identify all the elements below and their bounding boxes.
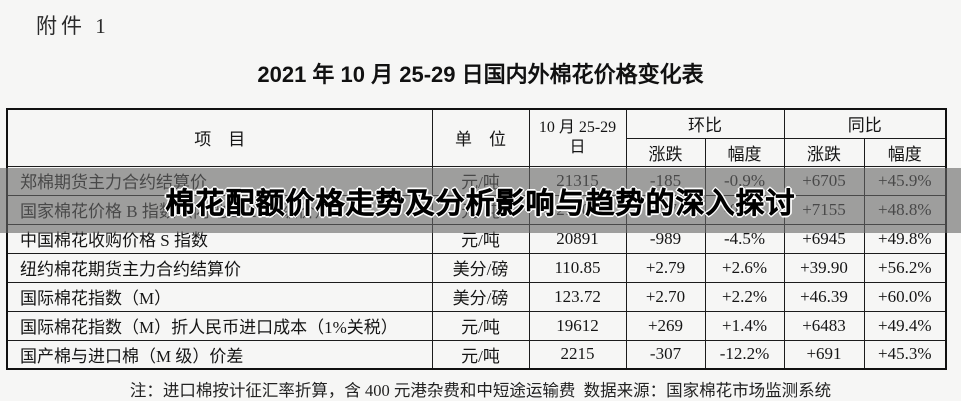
cell-unit: 元/吨: [431, 310, 530, 341]
table-row: 国际棉花指数（M） 美分/磅 123.72 +2.70 +2.2% +46.39…: [6, 281, 947, 312]
table-row: 纽约棉花期货主力合约结算价 美分/磅 110.85 +2.79 +2.6% +3…: [6, 252, 947, 283]
cell-mom-change: +2.79: [625, 252, 706, 283]
overlay-banner: 棉花配额价格走势及分析影响与趋势的深入探讨: [0, 168, 961, 233]
column-header-yoy-pct: 幅度: [863, 137, 947, 167]
cell-mom-pct: +2.2%: [704, 281, 785, 312]
table-header-row-sub: 涨跌 幅度 涨跌 幅度: [7, 137, 947, 167]
column-header-mom-pct: 幅度: [704, 137, 785, 167]
cell-yoy-change: +46.39: [783, 281, 865, 312]
cell-item: 纽约棉花期货主力合约结算价: [6, 252, 433, 283]
cell-item: 国产棉与进口棉（M 级）价差: [6, 339, 433, 370]
cell-mom-pct: -12.2%: [704, 339, 785, 370]
cell-yoy-pct: +56.2%: [863, 252, 947, 283]
column-header-unit: 单 位: [431, 108, 530, 167]
attachment-label: 附件 1: [36, 14, 110, 38]
cell-value: 123.72: [528, 281, 627, 312]
cell-mom-pct: +1.4%: [704, 310, 785, 341]
cotton-price-table: 项 目 单 位 10 月 25-29 日 环比 同比 涨跌 幅度 涨跌 幅度 郑…: [6, 108, 947, 370]
cell-yoy-pct: +45.3%: [863, 339, 947, 370]
cell-yoy-change: +39.90: [783, 252, 865, 283]
cell-item: 国际棉花指数（M）折人民币进口成本（1%关税）: [6, 310, 433, 341]
cell-value: 110.85: [528, 252, 627, 283]
overlay-banner-title: 棉花配额价格走势及分析影响与趋势的深入探讨: [165, 187, 796, 220]
table-header-row-group: 项 目 单 位 10 月 25-29 日 环比 同比: [6, 108, 947, 167]
table-row: 国产棉与进口棉（M 级）价差 元/吨 2215 -307 -12.2% +691…: [6, 339, 947, 370]
cell-yoy-pct: +49.8%: [863, 223, 947, 254]
cell-unit: 美分/磅: [431, 281, 530, 312]
column-header-period: 10 月 25-29 日: [528, 108, 627, 167]
column-header-item: 项 目: [6, 108, 433, 167]
cell-yoy-pct: +60.0%: [863, 281, 947, 312]
column-header-yoy-change: 涨跌: [783, 137, 865, 167]
cell-mom-change: -307: [625, 339, 706, 370]
column-header-mom-change: 涨跌: [625, 137, 706, 167]
cell-mom-pct: +2.6%: [704, 252, 785, 283]
cell-yoy-change: +691: [783, 339, 865, 370]
cell-mom-change: +269: [625, 310, 706, 341]
cell-unit: 元/吨: [431, 339, 530, 370]
column-header-mom-group: 环比: [625, 108, 785, 139]
cell-value: 2215: [528, 339, 627, 370]
table-row: 国际棉花指数（M）折人民币进口成本（1%关税） 元/吨 19612 +269 +…: [6, 310, 947, 341]
cell-mom-change: +2.70: [625, 281, 706, 312]
footnote: 注：进口棉按计征汇率折算，含 400 元港杂费和中短途运输费 数据来源：国家棉花…: [129, 381, 832, 400]
cell-unit: 美分/磅: [431, 252, 530, 283]
cell-yoy-pct: +49.4%: [863, 310, 947, 341]
cell-item: 国际棉花指数（M）: [6, 281, 433, 312]
page-title: 2021 年 10 月 25-29 日国内外棉花价格变化表: [257, 62, 704, 87]
cell-yoy-change: +6483: [783, 310, 865, 341]
column-header-yoy-group: 同比: [783, 108, 947, 139]
cell-value: 19612: [528, 310, 627, 341]
